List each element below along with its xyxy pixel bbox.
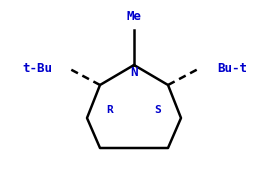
Text: N: N: [130, 66, 138, 79]
Text: S: S: [155, 105, 161, 115]
Text: Me: Me: [126, 10, 141, 23]
Text: R: R: [107, 105, 113, 115]
Text: t-Bu: t-Bu: [22, 61, 52, 75]
Text: Bu-t: Bu-t: [217, 61, 247, 75]
